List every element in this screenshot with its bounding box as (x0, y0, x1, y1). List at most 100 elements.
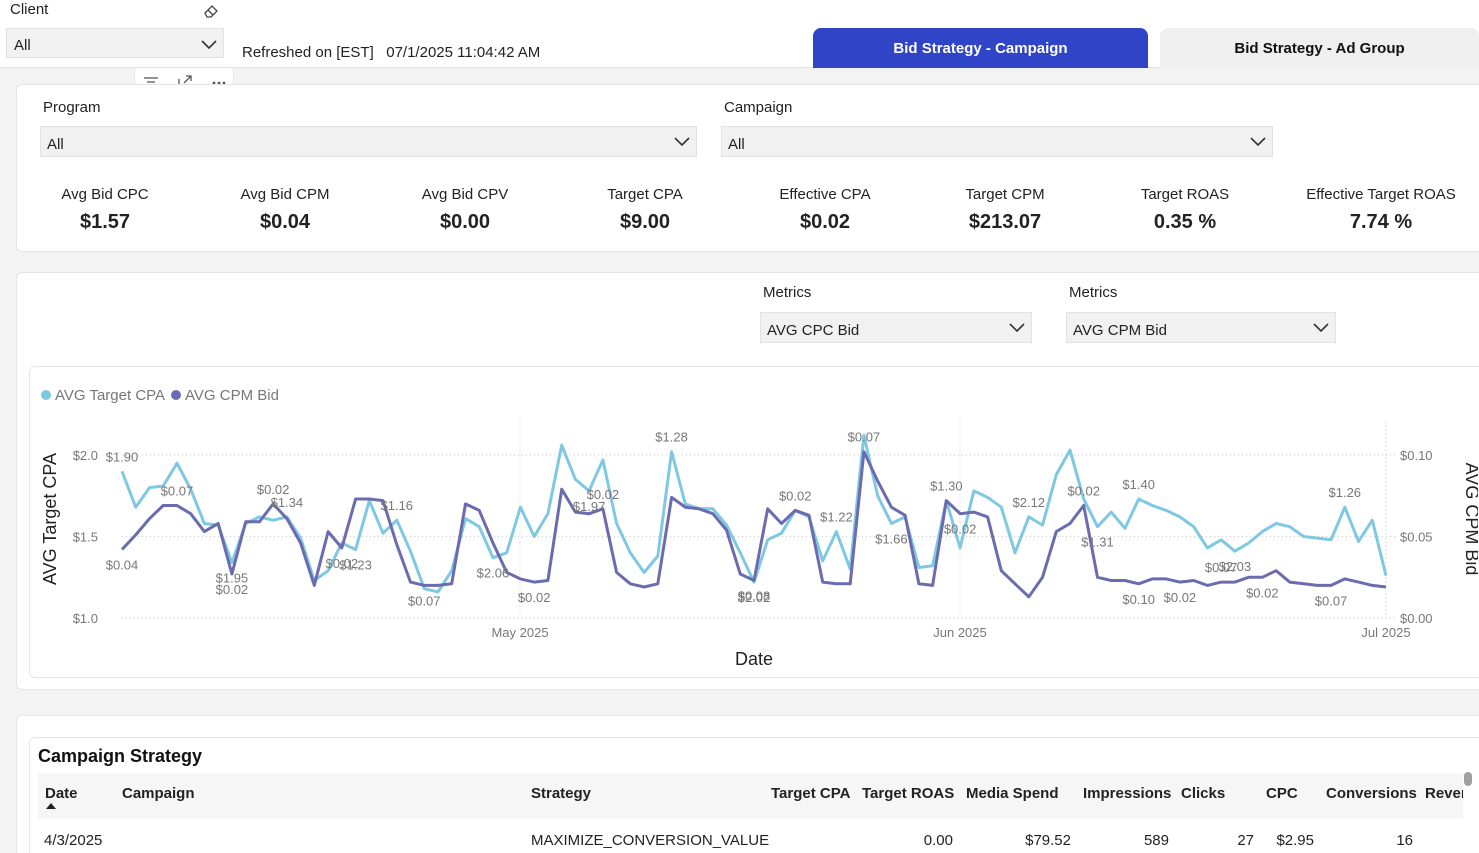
more-options-icon[interactable] (209, 72, 229, 92)
clear-filter-eraser-icon[interactable] (202, 2, 220, 20)
data-label-cpm-bid: $0.02 (944, 522, 977, 537)
column-header-clicks[interactable]: Clicks (1181, 785, 1226, 802)
cell-clicks: 27 (1237, 832, 1254, 849)
data-label-target-cpa: $2.02 (738, 590, 771, 605)
column-header-target-cpa[interactable]: Target CPA (771, 785, 851, 802)
program-dropdown-value: All (47, 136, 64, 153)
kpi-avg-bid-cpm: Avg Bid CPM $0.04 (195, 186, 375, 234)
data-label-target-cpa: $1.31 (1081, 535, 1114, 550)
kpi-label: Target ROAS (1140, 186, 1230, 203)
kpi-label: Avg Bid CPM (240, 186, 330, 203)
kpi-effective-cpa: Effective CPA $0.02 (735, 186, 915, 234)
data-label-target-cpa: $1.26 (1329, 485, 1362, 500)
chevron-down-icon (1250, 137, 1266, 147)
chart-axes: $1.0 $1.5 $2.0 $0.00 $0.05 $0.10 May 2025 Jun 2… (73, 448, 1433, 640)
client-dropdown[interactable]: All (6, 28, 224, 58)
x-tick-label: May 2025 (491, 625, 548, 640)
chart-gridlines (122, 422, 1396, 619)
data-label-target-cpa: $1.90 (106, 449, 139, 464)
data-label-target-cpa: $1.40 (1122, 477, 1155, 492)
tab-bid-strategy-campaign[interactable]: Bid Strategy - Campaign (813, 28, 1148, 68)
legend-label-target-cpa: AVG Target CPA (55, 387, 165, 404)
kpi-target-cpm: Target CPM $213.07 (915, 186, 1095, 234)
data-label-cpm-bid: $0.02 (257, 482, 290, 497)
kpi-avg-bid-cpc: Avg Bid CPC $1.57 (15, 186, 195, 234)
cell-media-spend: $79.52 (1025, 832, 1071, 849)
kpi-target-roas: Target ROAS 0.35 % (1095, 186, 1275, 234)
metrics-dropdown-1[interactable]: AVG CPC Bid (760, 312, 1032, 343)
sort-ascending-icon (46, 803, 56, 809)
column-header-conversions[interactable]: Conversions (1326, 785, 1417, 802)
line-chart-container: AVG Target CPA AVG CPM Bid $1.0 $1.5 $2.0 $… (29, 366, 1479, 678)
kpi-value: $0.00 (439, 211, 491, 233)
data-label-cpm-bid: $0.02 (326, 556, 359, 571)
cell-impressions: 589 (1143, 832, 1169, 849)
data-label-cpm-bid: $0.07 (1205, 560, 1238, 575)
data-label-cpm-bid: $0.02 (1246, 585, 1279, 600)
campaign-dropdown-value: All (728, 136, 745, 153)
cell-cpc: $2.95 (1276, 832, 1314, 849)
chevron-down-icon (1009, 323, 1025, 333)
legend-label-cpm-bid: AVG CPM Bid (185, 387, 279, 404)
chart-data-labels: $1.90 $1.95 $1.34 $1.23 $1.16 $2.06 $1.97 $1.28… (106, 430, 1361, 609)
column-header-revenue[interactable]: Rever (1425, 785, 1463, 802)
cell-conversions: 16 (1396, 832, 1413, 849)
client-label: Client (10, 1, 49, 18)
program-dropdown[interactable]: All (40, 126, 697, 157)
data-label-cpm-bid: $0.02 (216, 582, 249, 597)
data-label-cpm-bid: $0.02 (1067, 484, 1100, 499)
kpi-effective-target-roas: Effective Target ROAS 7.74 % (1281, 186, 1479, 234)
tab-bid-strategy-ad-group[interactable]: Bid Strategy - Ad Group (1160, 28, 1479, 68)
refreshed-timestamp: Refreshed on [EST] 07/1/2025 11:04:42 AM (242, 44, 541, 61)
x-tick-label: Jun 2025 (933, 625, 987, 640)
column-header-media-spend[interactable]: Media Spend (966, 785, 1059, 802)
kpi-avg-bid-cpv: Avg Bid CPV $0.00 (375, 186, 555, 234)
data-label-cpm-bid: $0.02 (518, 590, 551, 605)
column-header-campaign[interactable]: Campaign (122, 785, 195, 802)
data-label-target-cpa: $1.97 (573, 499, 606, 514)
chevron-down-icon (674, 137, 690, 147)
data-label-cpm-bid: $0.04 (106, 558, 139, 573)
table-header-row (38, 773, 1463, 819)
chart-series (120, 433, 1388, 599)
column-header-strategy[interactable]: Strategy (531, 785, 592, 802)
kpi-value: $213.07 (968, 211, 1042, 233)
kpi-label: Effective CPA (779, 186, 871, 203)
table-title: Campaign Strategy (38, 746, 203, 766)
cell-strategy: MAXIMIZE_CONVERSION_VALUE (531, 832, 770, 849)
cell-date: 4/3/2025 (44, 832, 103, 849)
data-label-cpm-bid: $0.07 (161, 484, 194, 499)
series-line-target-cpa (120, 433, 1388, 594)
metrics-label-1: Metrics (763, 284, 812, 301)
data-label-cpm-bid: $0.02 (779, 488, 812, 503)
campaign-dropdown[interactable]: All (721, 126, 1273, 157)
table-scrollbar[interactable] (1464, 772, 1472, 786)
data-label-target-cpa: $1.22 (820, 510, 853, 525)
x-tick-label: Jul 2025 (1361, 625, 1410, 640)
data-label-cpm-bid: $0.02 (587, 487, 620, 502)
data-label-target-cpa: $1.95 (216, 571, 249, 586)
client-dropdown-value: All (14, 37, 31, 54)
kpi-label: Target CPM (965, 186, 1045, 203)
line-chart[interactable]: AVG Target CPA AVG CPM Bid $1.0$1.5$2.0$… (30, 367, 1479, 677)
data-label-target-cpa: $1.16 (381, 498, 414, 513)
program-label: Program (43, 99, 101, 116)
filters-kpi-panel (16, 84, 1479, 252)
legend-swatch-cpm-bid (171, 390, 181, 400)
y-left-tick-label: $2.0 (73, 448, 98, 463)
data-label-target-cpa: $1.23 (339, 558, 372, 573)
data-label-cpm-bid: $0.10 (1122, 592, 1155, 607)
kpi-target-cpa: Target CPA $9.00 (555, 186, 735, 234)
column-header-date[interactable]: Date (45, 785, 78, 802)
column-header-impressions[interactable]: Impressions (1083, 785, 1172, 802)
column-header-cpc[interactable]: CPC (1266, 785, 1298, 802)
kpi-label: Target CPA (607, 186, 683, 203)
data-label-target-cpa: $2.03 (1219, 559, 1252, 574)
column-header-target-roas[interactable]: Target ROAS (862, 785, 955, 802)
y-right-tick-label: $0.10 (1400, 448, 1433, 463)
y-left-axis-title: AVG Target CPA (40, 453, 60, 585)
legend-swatch-target-cpa (41, 390, 51, 400)
metrics-dropdown-2[interactable]: AVG CPM Bid (1066, 312, 1336, 343)
y-left-tick-label: $1.0 (73, 611, 98, 626)
data-label-cpm-bid: $0.07 (848, 430, 881, 445)
